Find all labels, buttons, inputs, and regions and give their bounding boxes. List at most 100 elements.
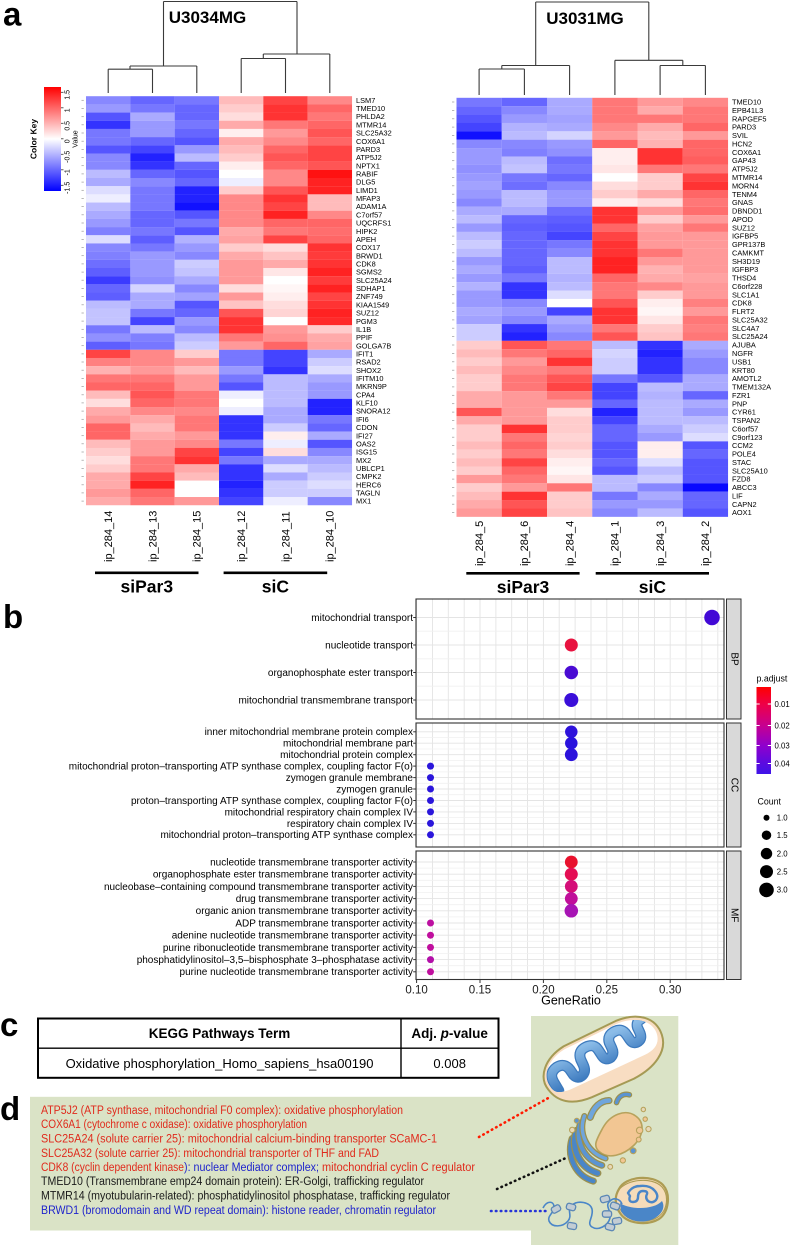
svg-text:HIPK2: HIPK2 bbox=[356, 227, 377, 236]
svg-text:SDHAP1: SDHAP1 bbox=[356, 284, 386, 293]
svg-text:ADAM1A: ADAM1A bbox=[356, 202, 386, 211]
svg-text:organophosphate ester transpor: organophosphate ester transport bbox=[268, 668, 413, 679]
svg-text:FLRT2: FLRT2 bbox=[732, 307, 754, 316]
svg-text:TAGLN: TAGLN bbox=[356, 489, 380, 498]
svg-text:Value: Value bbox=[73, 130, 80, 147]
svg-text:ISG15: ISG15 bbox=[356, 448, 377, 457]
svg-text:GNAS: GNAS bbox=[732, 198, 753, 207]
svg-text:IFIT1: IFIT1 bbox=[356, 350, 373, 359]
svg-text:TMEM132A: TMEM132A bbox=[732, 383, 771, 392]
svg-text:COX17: COX17 bbox=[356, 243, 380, 252]
svg-text:STAC: STAC bbox=[732, 458, 752, 467]
svg-text:C6orf228: C6orf228 bbox=[732, 282, 762, 291]
svg-text:CYR61: CYR61 bbox=[732, 408, 756, 417]
svg-text:b: b bbox=[3, 598, 23, 635]
svg-text:LIF: LIF bbox=[732, 492, 743, 501]
svg-text:CPA4: CPA4 bbox=[356, 390, 375, 399]
svg-text:mitochondrial cyclin C regulat: mitochondrial cyclin C regulator bbox=[319, 1162, 475, 1174]
svg-text:ip_284_15: ip_284_15 bbox=[192, 511, 204, 562]
svg-text:mitochondrial proton–transport: mitochondrial proton–transporting ATP sy… bbox=[160, 830, 413, 841]
svg-text:p.adjust: p.adjust bbox=[757, 674, 788, 684]
svg-text:1: 1 bbox=[65, 108, 72, 112]
svg-text:TMED10: TMED10 bbox=[732, 98, 761, 107]
svg-text:ip_284_12: ip_284_12 bbox=[236, 511, 248, 562]
svg-text:NGFR: NGFR bbox=[732, 349, 753, 358]
svg-text:OAS2: OAS2 bbox=[356, 439, 376, 448]
svg-text:UBLCP1: UBLCP1 bbox=[356, 464, 385, 473]
svg-text:SLC25A24: SLC25A24 bbox=[732, 332, 768, 341]
svg-text:RABIF: RABIF bbox=[356, 170, 378, 179]
svg-text:CDK8: CDK8 bbox=[732, 299, 752, 308]
svg-text:3.0: 3.0 bbox=[777, 886, 789, 895]
svg-text:MFAP3: MFAP3 bbox=[356, 194, 380, 203]
svg-text:IGFBP5: IGFBP5 bbox=[732, 232, 758, 241]
svg-text:HCN2: HCN2 bbox=[732, 140, 752, 149]
svg-text:siC: siC bbox=[262, 577, 290, 597]
svg-text:BRWD1: BRWD1 bbox=[356, 251, 383, 260]
svg-text:IFI27: IFI27 bbox=[356, 431, 373, 440]
svg-text:TMED10 (Transmembrane emp24 do: TMED10 (Transmembrane emp24 domain prote… bbox=[41, 1176, 424, 1188]
svg-text:0.5: 0.5 bbox=[65, 121, 72, 131]
svg-text:zymogen granule membrane: zymogen granule membrane bbox=[286, 773, 414, 784]
svg-text:mitochondrial transmembrane tr: mitochondrial transmembrane transport bbox=[238, 695, 413, 706]
svg-text:IFITM10: IFITM10 bbox=[356, 374, 384, 383]
svg-text:siC: siC bbox=[639, 577, 667, 597]
svg-text:MX2: MX2 bbox=[356, 456, 371, 465]
svg-text:TSPAN2: TSPAN2 bbox=[732, 416, 760, 425]
svg-text:PGM3: PGM3 bbox=[356, 317, 377, 326]
svg-text:AOX1: AOX1 bbox=[732, 508, 752, 517]
svg-text:SNORA12: SNORA12 bbox=[356, 407, 391, 416]
svg-text:U3034MG: U3034MG bbox=[169, 8, 246, 27]
svg-text:ip_284_3: ip_284_3 bbox=[655, 521, 667, 566]
svg-text:CAMKMT: CAMKMT bbox=[732, 248, 765, 257]
svg-text:LSM7: LSM7 bbox=[356, 96, 375, 105]
svg-text:CMPK2: CMPK2 bbox=[356, 472, 381, 481]
svg-text:SLC1A1: SLC1A1 bbox=[732, 290, 760, 299]
svg-text:POLE4: POLE4 bbox=[732, 450, 756, 459]
svg-text:RSAD2: RSAD2 bbox=[356, 358, 381, 367]
svg-text:GAP43: GAP43 bbox=[732, 156, 756, 165]
svg-text:ip_284_13: ip_284_13 bbox=[147, 511, 159, 562]
svg-text:zymogen granule: zymogen granule bbox=[336, 784, 413, 795]
svg-text:GeneRatio: GeneRatio bbox=[541, 994, 601, 1008]
svg-text:MORN4: MORN4 bbox=[732, 181, 759, 190]
svg-text:MTMR14: MTMR14 bbox=[732, 173, 762, 182]
svg-text:Adj. p-value: Adj. p-value bbox=[411, 1026, 488, 1041]
svg-text:0.04: 0.04 bbox=[775, 759, 791, 768]
svg-text:mitochondrial proton–transport: mitochondrial proton–transporting ATP sy… bbox=[69, 762, 413, 773]
svg-text:d: d bbox=[0, 1090, 20, 1127]
svg-text:MKRN9P: MKRN9P bbox=[356, 382, 387, 391]
svg-text:0.20: 0.20 bbox=[532, 985, 554, 997]
svg-text:KRT80: KRT80 bbox=[732, 366, 755, 375]
svg-text:PPIF: PPIF bbox=[356, 333, 373, 342]
svg-text:mitochondrial protein complex: mitochondrial protein complex bbox=[280, 750, 413, 761]
svg-text:MTMR14: MTMR14 bbox=[356, 120, 386, 129]
svg-text:0.01: 0.01 bbox=[775, 700, 790, 709]
svg-text:KLF10: KLF10 bbox=[356, 399, 378, 408]
svg-text:MX1: MX1 bbox=[356, 497, 371, 506]
svg-text:1.0: 1.0 bbox=[777, 814, 789, 823]
svg-text:KEGG Pathways Term: KEGG Pathways Term bbox=[149, 1026, 291, 1041]
svg-text:Color Key: Color Key bbox=[29, 119, 39, 159]
svg-text:IGFBP3: IGFBP3 bbox=[732, 265, 758, 274]
svg-text:NPTX1: NPTX1 bbox=[356, 161, 380, 170]
svg-text:CDON: CDON bbox=[356, 423, 378, 432]
svg-text:SGMS2: SGMS2 bbox=[356, 268, 382, 277]
svg-text:PARD3: PARD3 bbox=[732, 123, 756, 132]
svg-text:respiratory chain complex IV: respiratory chain complex IV bbox=[287, 819, 413, 830]
svg-text:CDK8 (cyclin dependent kinase: CDK8 (cyclin dependent kinase bbox=[41, 1162, 184, 1174]
svg-text:IL1B: IL1B bbox=[356, 325, 371, 334]
svg-text:CCM2: CCM2 bbox=[732, 441, 753, 450]
svg-text:1.5: 1.5 bbox=[777, 831, 789, 840]
svg-text:GPR137B: GPR137B bbox=[732, 240, 765, 249]
svg-text:0.10: 0.10 bbox=[405, 985, 427, 997]
svg-text:FZR1: FZR1 bbox=[732, 391, 750, 400]
svg-text:ip_284_5: ip_284_5 bbox=[474, 521, 486, 566]
svg-text:TENM4: TENM4 bbox=[732, 190, 757, 199]
svg-text:SLC25A24 (solute carrier 25):: SLC25A24 (solute carrier 25): mitochondr… bbox=[41, 1134, 437, 1146]
svg-text:UQCRFS1: UQCRFS1 bbox=[356, 219, 391, 228]
svg-text:-1: -1 bbox=[65, 169, 72, 175]
svg-text:SH3D19: SH3D19 bbox=[732, 257, 760, 266]
svg-text:0.15: 0.15 bbox=[469, 985, 491, 997]
svg-text:2.0: 2.0 bbox=[777, 849, 789, 858]
